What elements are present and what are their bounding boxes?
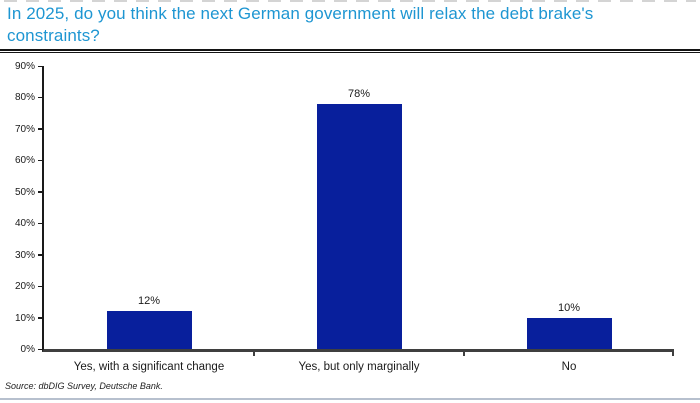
title-divider <box>0 49 700 53</box>
y-axis-tick <box>38 96 43 99</box>
bar-value-label: 78% <box>347 87 371 100</box>
y-axis-tick <box>38 317 43 319</box>
bar-value-label: 10% <box>557 301 581 314</box>
bar-3 <box>526 317 612 349</box>
y-axis-tick <box>38 222 43 225</box>
y-axis-label: 80% <box>14 92 35 104</box>
x-axis-tick <box>672 352 674 356</box>
y-axis-label: 20% <box>14 281 35 293</box>
chart-title: In 2025, do you think the next German go… <box>7 4 594 45</box>
y-axis-tick <box>38 159 43 162</box>
y-axis-label: 30% <box>14 249 35 261</box>
y-axis-tick <box>38 348 43 350</box>
bar-1 <box>106 311 192 349</box>
bar-value-label: 12% <box>137 295 161 308</box>
source-note: Source: dbDIG Survey, Deutsche Bank. <box>5 381 163 391</box>
y-axis-tick <box>38 285 43 288</box>
plot-area: 0% 10% 20% 30% 40% 50% 60% 70% 80% 90% 12% Yes, wit… <box>15 61 674 373</box>
cropped-text-remnant <box>4 0 696 2</box>
y-axis-label: 40% <box>14 218 35 230</box>
y-axis-label: 50% <box>14 186 35 198</box>
bottom-divider <box>0 398 700 400</box>
x-axis-tick <box>463 352 465 356</box>
y-axis-tick <box>38 65 43 67</box>
y-axis-label: 60% <box>14 155 35 167</box>
y-axis-label: 0% <box>20 344 35 355</box>
x-axis-category-label: Yes, with a significant change <box>73 361 225 373</box>
y-axis-label: 70% <box>14 123 35 135</box>
y-axis-tick <box>38 191 43 193</box>
y-axis-tick <box>38 254 43 256</box>
x-axis-category-label: Yes, but only marginally <box>298 361 420 373</box>
x-axis-tick <box>253 352 255 356</box>
y-axis-tick <box>38 128 43 130</box>
y-axis-label: 10% <box>14 312 35 324</box>
bar-2 <box>316 103 402 349</box>
x-axis-category-label: No <box>561 361 577 373</box>
y-axis-label: 90% <box>14 61 35 72</box>
